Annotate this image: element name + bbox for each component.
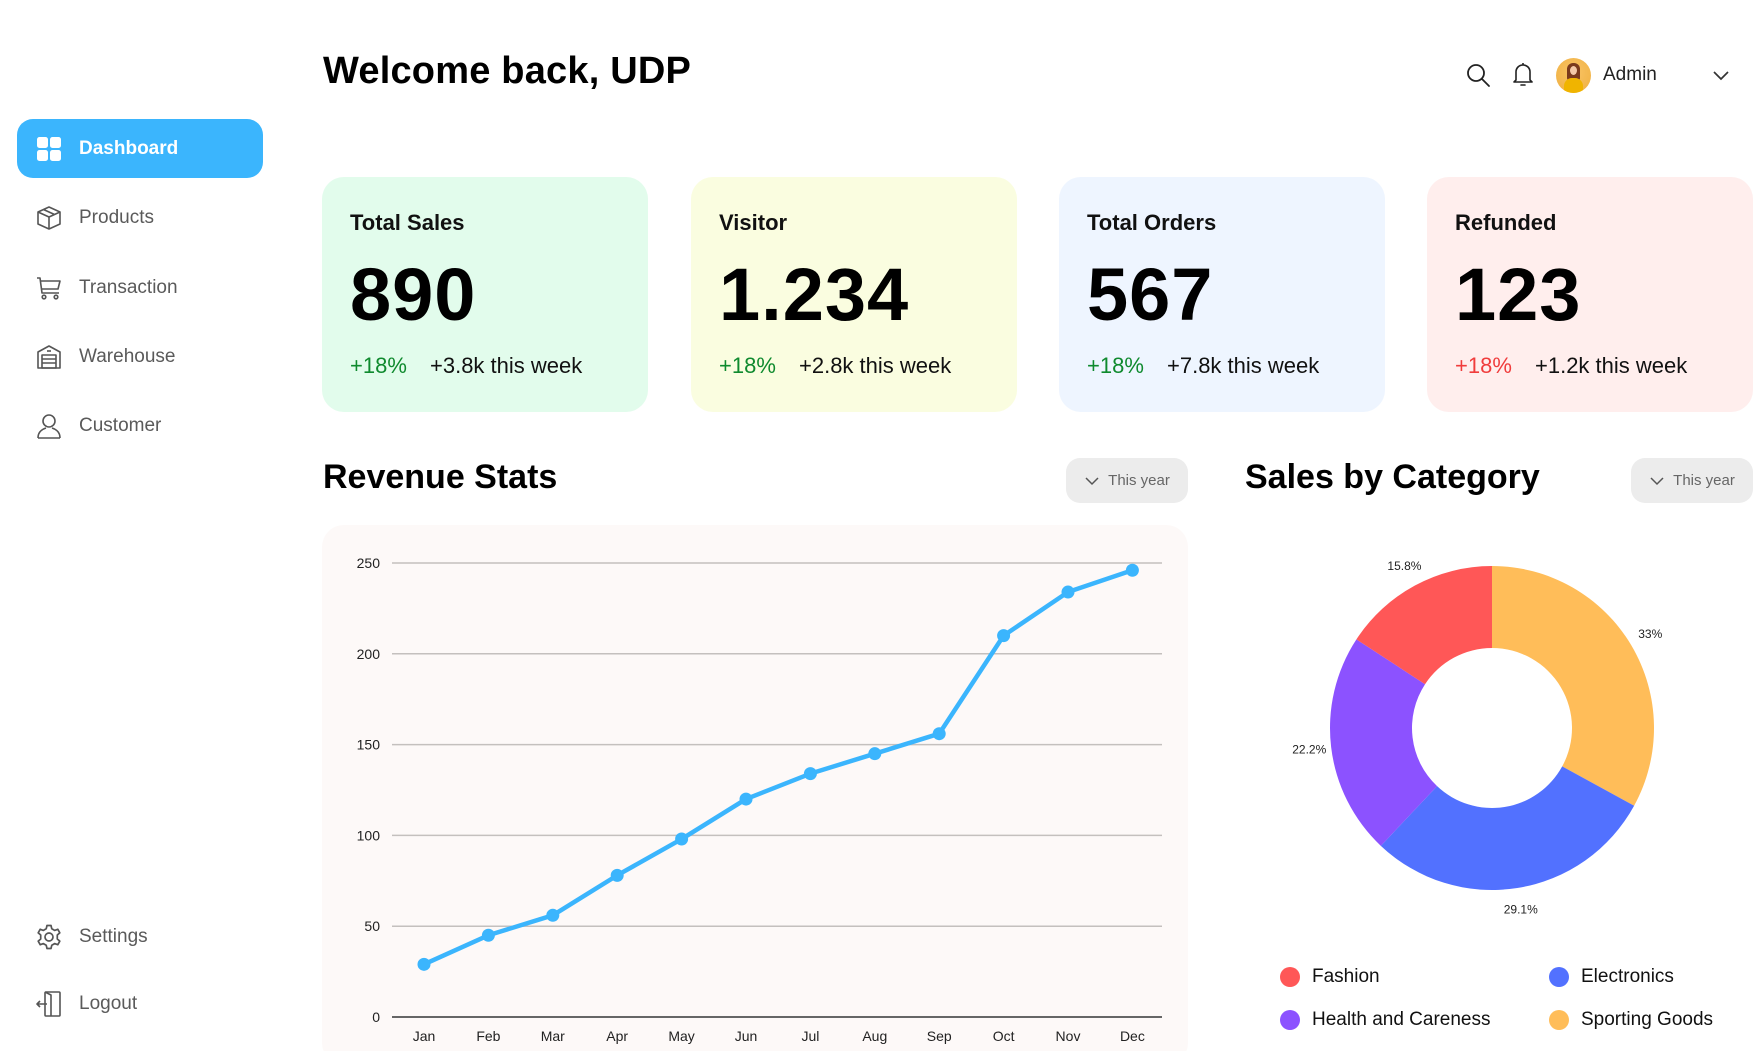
card-value: 890 [350, 253, 477, 336]
revenue-stats-title: Revenue Stats [323, 458, 558, 496]
warehouse-icon [35, 343, 63, 371]
donut-slice-label: 29.1% [1504, 903, 1538, 917]
sales-by-category-title: Sales by Category [1245, 458, 1540, 496]
card-title: Total Sales [350, 210, 465, 235]
donut-slice-fashion[interactable] [1356, 566, 1492, 685]
card-value: 1.234 [719, 253, 910, 336]
sidebar-item-label: Products [79, 206, 154, 228]
sidebar-item-label: Settings [79, 925, 148, 947]
user-name[interactable]: Admin [1603, 64, 1657, 85]
card-value: 123 [1455, 253, 1582, 336]
card-week-change: +3.8k this week [430, 353, 583, 378]
sidebar-item-warehouse[interactable]: Warehouse [17, 327, 263, 386]
chevron-down-icon [1085, 476, 1099, 485]
stat-card-total-orders: Total Orders 567 +18% +7.8k this week [1059, 177, 1385, 412]
chevron-down-icon [1650, 476, 1664, 485]
stat-card-refunded: Refunded 123 +18% +1.2k this week [1427, 177, 1753, 412]
card-title: Total Orders [1087, 210, 1217, 235]
donut-slice-label: 33% [1638, 627, 1662, 641]
card-value: 567 [1087, 253, 1214, 336]
legend-label: Electronics [1581, 966, 1674, 987]
bell-icon[interactable] [1510, 61, 1536, 87]
card-percent: +18% [1455, 353, 1512, 378]
legend-label: Health and Careness [1312, 1009, 1491, 1030]
revenue-chart-panel [322, 525, 1188, 1051]
logout-icon [35, 990, 63, 1018]
search-icon[interactable] [1465, 62, 1491, 88]
cart-icon [35, 274, 63, 302]
donut-slice-sporting-goods[interactable] [1492, 566, 1654, 806]
legend-label: Sporting Goods [1581, 1009, 1714, 1030]
sidebar-item-logout[interactable]: Logout [17, 974, 263, 1033]
donut-slice-label: 15.8% [1387, 559, 1421, 573]
sidebar-item-label: Warehouse [79, 345, 176, 367]
stat-card-visitor: Visitor 1.234 +18% +2.8k this week [691, 177, 1017, 412]
legend-dot [1280, 1010, 1300, 1030]
box-icon [35, 204, 63, 232]
category-period-label: This year [1673, 472, 1735, 489]
revenue-period-dropdown[interactable]: This year [1066, 458, 1188, 503]
legend-item-health: Health and Careness [1280, 1009, 1491, 1031]
category-period-dropdown[interactable]: This year [1631, 458, 1753, 503]
sidebar-item-label: Dashboard [79, 137, 179, 159]
sidebar-item-label: Logout [79, 992, 138, 1014]
legend-dot [1549, 1010, 1569, 1030]
sidebar: Dashboard Products Transaction Warehouse… [0, 0, 280, 1051]
card-week-change: +1.2k this week [1535, 353, 1688, 378]
grid-icon [35, 135, 63, 163]
donut-slice-electronics[interactable] [1380, 766, 1635, 890]
legend-item-fashion: Fashion [1280, 966, 1380, 988]
sidebar-item-label: Customer [79, 414, 162, 436]
card-week-change: +2.8k this week [799, 353, 952, 378]
donut-slice-health-and-careness[interactable] [1330, 639, 1438, 846]
legend-dot [1280, 967, 1300, 987]
legend-item-electronics: Electronics [1549, 966, 1674, 988]
sidebar-item-settings[interactable]: Settings [17, 907, 263, 966]
legend-label: Fashion [1312, 966, 1380, 987]
sidebar-item-products[interactable]: Products [17, 188, 263, 247]
card-title: Visitor [719, 210, 788, 235]
sidebar-item-dashboard[interactable]: Dashboard [17, 119, 263, 178]
sidebar-item-transaction[interactable]: Transaction [17, 258, 263, 317]
legend-item-sporting-goods: Sporting Goods [1549, 1009, 1713, 1031]
legend-dot [1549, 967, 1569, 987]
chevron-down-icon[interactable] [1712, 66, 1730, 84]
sidebar-item-label: Transaction [79, 276, 178, 298]
revenue-period-label: This year [1108, 472, 1170, 489]
card-percent: +18% [1087, 353, 1144, 378]
gear-icon [35, 923, 63, 951]
donut-slice-label: 22.2% [1292, 743, 1326, 757]
card-percent: +18% [350, 353, 407, 378]
card-percent: +18% [719, 353, 776, 378]
card-week-change: +7.8k this week [1167, 353, 1320, 378]
sidebar-item-customer[interactable]: Customer [17, 396, 263, 455]
card-title: Refunded [1455, 210, 1557, 235]
stat-card-total-sales: Total Sales 890 +18% +3.8k this week [322, 177, 648, 412]
avatar[interactable] [1556, 58, 1591, 93]
page-title: Welcome back, UDP [323, 50, 692, 92]
user-icon [35, 412, 63, 440]
